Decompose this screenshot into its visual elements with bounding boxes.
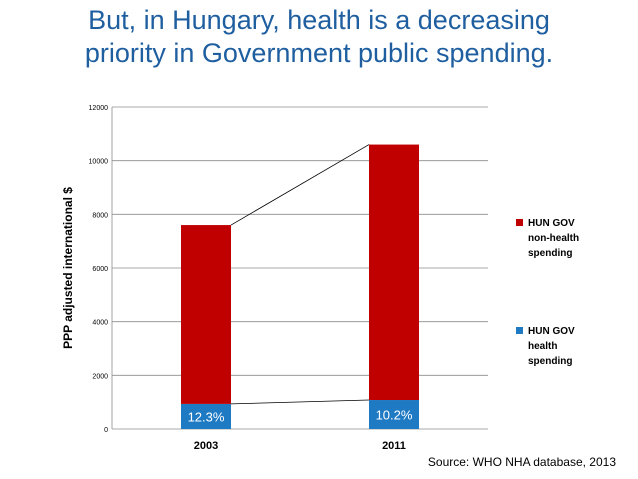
- legend-label: health: [528, 341, 557, 352]
- health-connector-line: [230, 399, 370, 405]
- bar-health-2003: [181, 403, 231, 429]
- title-line-1: But, in Hungary, health is a decreasing: [88, 5, 550, 35]
- data-label: 12.3%: [188, 409, 225, 424]
- data-label: 10.2%: [376, 408, 413, 423]
- title-line-2: priority in Government public spending.: [84, 38, 554, 68]
- y-tick-label: 2000: [92, 373, 108, 380]
- y-axis-title: PPP adjusted international $: [61, 187, 75, 349]
- y-tick-label: 6000: [92, 266, 108, 273]
- legend-label: HUN GOV: [528, 326, 575, 337]
- legend-label: non-health: [528, 233, 579, 244]
- y-tick-label: 0: [104, 427, 108, 434]
- legend-label: HUN GOV: [528, 218, 575, 229]
- y-tick-label: 4000: [92, 320, 108, 327]
- legend-label: spending: [528, 248, 572, 259]
- y-tick-label: 12000: [89, 105, 109, 112]
- x-tick-label: 2003: [194, 440, 218, 452]
- legend-swatch: [516, 327, 523, 334]
- x-tick-label: 2011: [382, 440, 406, 452]
- source-note: Source: WHO NHA database, 2013: [427, 455, 616, 469]
- legend-swatch: [516, 219, 523, 226]
- total-connector-line: [230, 144, 370, 226]
- bar-non-health-2003: [181, 225, 231, 404]
- bar-health-2011: [369, 400, 419, 429]
- y-tick-label: 8000: [92, 212, 108, 219]
- y-tick-label: 10000: [89, 159, 109, 166]
- chart-title: But, in Hungary, health is a decreasing …: [0, 4, 638, 70]
- legend-label: spending: [528, 356, 572, 367]
- bar-non-health-2011: [369, 144, 419, 401]
